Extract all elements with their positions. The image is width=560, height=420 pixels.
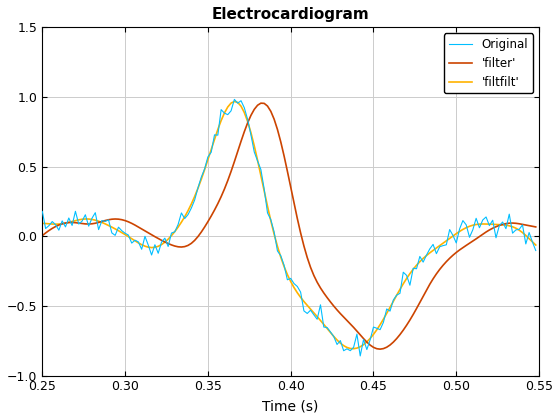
- Line: 'filtfilt': 'filtfilt': [43, 102, 536, 349]
- 'filter': [377, 346, 384, 352]
- Legend: Original, 'filter', 'filtfilt': Original, 'filter', 'filtfilt': [444, 33, 533, 93]
- Line: Original: Original: [43, 100, 536, 356]
- Original: [357, 353, 363, 358]
- Original: [201, 166, 208, 171]
- Title: Electrocardiogram: Electrocardiogram: [212, 7, 370, 22]
- Original: [301, 308, 307, 313]
- 'filtfilt': [386, 305, 393, 310]
- 'filter': [533, 224, 539, 229]
- 'filtfilt': [237, 104, 244, 109]
- 'filter': [234, 149, 241, 154]
- 'filtfilt': [231, 99, 238, 104]
- Original: [320, 325, 327, 330]
- Original: [231, 97, 238, 102]
- 'filtfilt': [533, 242, 539, 247]
- 'filter': [320, 291, 327, 296]
- Original: [39, 209, 46, 214]
- 'filtfilt': [39, 221, 46, 226]
- 'filter': [258, 101, 264, 106]
- 'filtfilt': [350, 346, 357, 351]
- 'filter': [301, 244, 307, 249]
- 'filtfilt': [320, 322, 327, 327]
- X-axis label: Time (s): Time (s): [263, 399, 319, 413]
- 'filtfilt': [453, 231, 460, 236]
- Original: [533, 248, 539, 253]
- 'filter': [386, 342, 393, 347]
- Original: [237, 98, 244, 103]
- 'filter': [453, 250, 460, 255]
- Line: 'filter': 'filter': [43, 103, 536, 349]
- 'filtfilt': [201, 167, 208, 172]
- Original: [386, 309, 393, 314]
- 'filter': [39, 233, 46, 238]
- 'filter': [201, 225, 208, 230]
- 'filtfilt': [301, 299, 307, 304]
- Original: [453, 240, 460, 245]
